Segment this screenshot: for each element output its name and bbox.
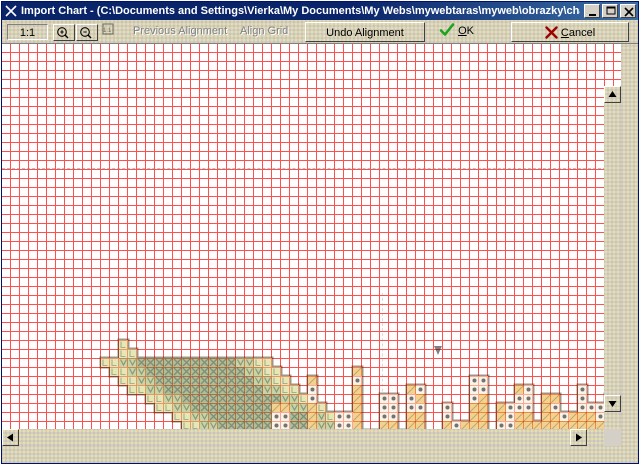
svg-text:1:1: 1:1 xyxy=(103,28,112,34)
